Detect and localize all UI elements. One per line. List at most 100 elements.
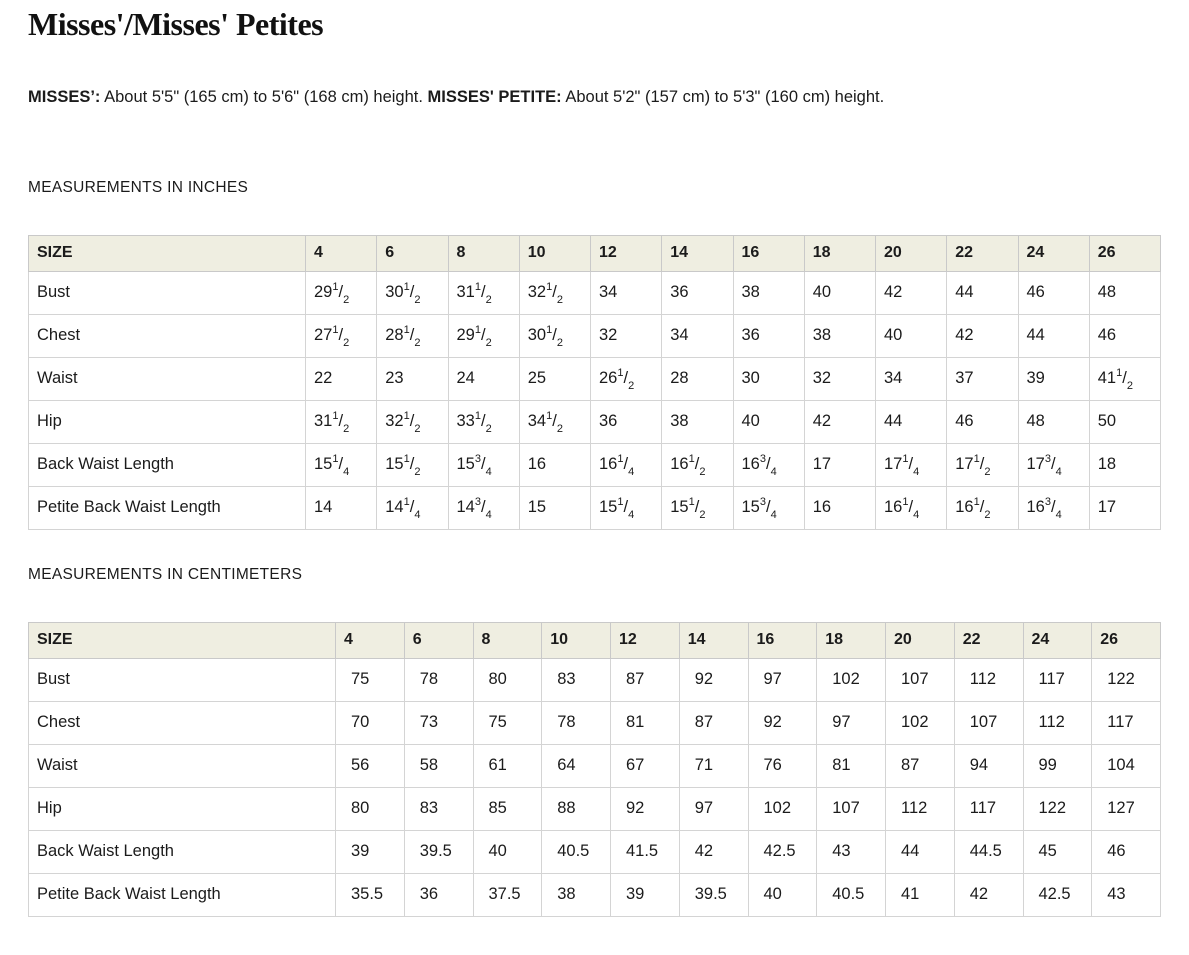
misses-petite-label: MISSES' PETITE: xyxy=(427,88,562,106)
measurement-value-cell: 50 xyxy=(1088,399,1162,444)
measurement-value-cell: 64 xyxy=(541,743,611,788)
measurement-value-cell: 23 xyxy=(376,356,449,401)
measurement-value-cell: 42 xyxy=(874,270,948,315)
measurement-value-cell: 25 xyxy=(518,356,592,401)
measurement-value-cell: 18 xyxy=(1088,442,1162,487)
size-column-header: 14 xyxy=(661,234,734,272)
size-column-header: 16 xyxy=(747,621,818,659)
measurement-row: Bust 291/2 301/2 311/2 321/2 34 36 38 40 42 44 46 48 xyxy=(28,270,1162,315)
measurement-value-cell: 32 xyxy=(803,356,877,401)
measurement-value-cell: 153/4 xyxy=(447,442,520,487)
measurement-value-cell: 15 xyxy=(518,485,592,530)
measurement-value-cell: 44 xyxy=(1017,313,1090,358)
centimeters-section: MEASUREMENTS IN CENTIMETERS SIZE 4 6 8 10 12 1… xyxy=(28,566,1161,917)
centimeters-section-title: MEASUREMENTS IN CENTIMETERS xyxy=(28,565,303,583)
measurement-value-cell: 39.5 xyxy=(403,829,474,874)
size-column-header: 24 xyxy=(1017,234,1090,272)
measurement-value-cell: 112 xyxy=(885,786,955,831)
measurement-value-cell: 161/2 xyxy=(661,442,734,487)
measurement-value-cell: 107 xyxy=(885,657,955,702)
measurement-row-label: Bust xyxy=(28,657,336,702)
page-title: Misses'/Misses' Petites xyxy=(28,6,324,42)
measurement-value-cell: 43 xyxy=(1091,872,1161,917)
measurement-value-cell: 34 xyxy=(874,356,948,401)
measurement-value-cell: 117 xyxy=(1091,700,1161,745)
inches-section-title: MEASUREMENTS IN INCHES xyxy=(28,178,249,196)
measurement-value-cell: 143/4 xyxy=(447,485,520,530)
measurement-value-cell: 122 xyxy=(1022,786,1093,831)
measurement-value-cell: 37.5 xyxy=(472,872,543,917)
measurement-value-cell: 112 xyxy=(953,657,1024,702)
measurement-value-cell: 36 xyxy=(589,399,663,444)
measurement-value-cell: 41 xyxy=(885,872,955,917)
measurement-value-cell: 22 xyxy=(304,356,378,401)
measurement-value-cell: 34 xyxy=(661,313,734,358)
measurement-row: Hip 80 83 85 88 92 97 102 107 112 117 122 127 xyxy=(28,786,1161,831)
size-label-header: SIZE xyxy=(28,621,336,659)
measurement-value-cell: 70 xyxy=(335,700,405,745)
measurement-value-cell: 87 xyxy=(885,743,955,788)
measurement-value-cell: 321/2 xyxy=(376,399,449,444)
measurement-value-cell: 81 xyxy=(610,700,680,745)
measurement-row: Petite Back Waist Length 35.5 36 37.5 38 39 39… xyxy=(28,872,1161,917)
misses-height-text: About 5'5" (165 cm) to 5'6" (168 cm) hei… xyxy=(100,88,428,106)
measurement-value-cell: 161/4 xyxy=(589,442,663,487)
measurement-value-cell: 39 xyxy=(335,829,405,874)
measurement-value-cell: 81 xyxy=(816,743,886,788)
measurement-value-cell: 87 xyxy=(678,700,749,745)
measurement-value-cell: 56 xyxy=(335,743,405,788)
size-column-header: 22 xyxy=(946,234,1019,272)
measurement-value-cell: 45 xyxy=(1022,829,1093,874)
measurement-value-cell: 38 xyxy=(732,270,805,315)
measurement-row: Petite Back Waist Length 14 141/4 143/4 15 15… xyxy=(28,485,1162,530)
measurement-value-cell: 80 xyxy=(335,786,405,831)
measurement-value-cell: 301/2 xyxy=(518,313,592,358)
measurement-value-cell: 271/2 xyxy=(304,313,378,358)
misses-label: MISSES’: xyxy=(28,88,101,106)
measurement-value-cell: 40 xyxy=(472,829,543,874)
measurement-value-cell: 44 xyxy=(885,829,955,874)
measurement-value-cell: 40 xyxy=(747,872,818,917)
measurement-row-label: Hip xyxy=(28,399,306,444)
measurement-value-cell: 151/4 xyxy=(589,485,663,530)
measurement-value-cell: 42 xyxy=(678,829,749,874)
measurement-value-cell: 36 xyxy=(732,313,805,358)
measurement-row: Chest 271/2 281/2 291/2 301/2 32 34 36 38 40 42 44 4… xyxy=(28,313,1162,358)
measurement-value-cell: 24 xyxy=(447,356,520,401)
measurement-value-cell: 38 xyxy=(541,872,611,917)
measurement-value-cell: 83 xyxy=(403,786,474,831)
measurement-value-cell: 37 xyxy=(946,356,1019,401)
measurement-value-cell: 171/2 xyxy=(946,442,1019,487)
measurement-value-cell: 39 xyxy=(1017,356,1090,401)
measurement-value-cell: 161/4 xyxy=(874,485,948,530)
measurement-value-cell: 75 xyxy=(472,700,543,745)
measurement-value-cell: 87 xyxy=(610,657,680,702)
measurement-value-cell: 112 xyxy=(1022,700,1093,745)
measurement-value-cell: 44.5 xyxy=(953,829,1024,874)
measurement-value-cell: 341/2 xyxy=(518,399,592,444)
measurement-value-cell: 32 xyxy=(589,313,663,358)
measurement-row-label: Back Waist Length xyxy=(28,442,306,487)
measurement-value-cell: 34 xyxy=(589,270,663,315)
measurement-value-cell: 75 xyxy=(335,657,405,702)
measurement-value-cell: 46 xyxy=(1091,829,1161,874)
measurement-value-cell: 83 xyxy=(541,657,611,702)
inches-measurements-table: SIZE 4 6 8 10 12 14 16 18 20 22 24 26 Bust 291/2 301/2 3… xyxy=(28,234,1162,530)
measurement-value-cell: 99 xyxy=(1022,743,1093,788)
measurement-value-cell: 17 xyxy=(1088,485,1162,530)
size-column-header: 6 xyxy=(403,621,474,659)
size-column-header: 18 xyxy=(803,234,877,272)
measurement-value-cell: 161/2 xyxy=(946,485,1019,530)
measurement-row-label: Waist xyxy=(28,743,336,788)
measurement-value-cell: 48 xyxy=(1088,270,1162,315)
measurement-row-label: Hip xyxy=(28,786,336,831)
measurement-value-cell: 153/4 xyxy=(732,485,805,530)
size-column-header: 12 xyxy=(589,234,663,272)
measurement-value-cell: 151/4 xyxy=(304,442,378,487)
measurement-value-cell: 85 xyxy=(472,786,543,831)
measurement-value-cell: 107 xyxy=(816,786,886,831)
measurement-value-cell: 102 xyxy=(816,657,886,702)
centimeters-measurements-table: SIZE 4 6 8 10 12 14 16 18 20 22 24 26 Bust 75 78 80 83 87 9… xyxy=(28,621,1161,917)
measurement-value-cell: 58 xyxy=(403,743,474,788)
